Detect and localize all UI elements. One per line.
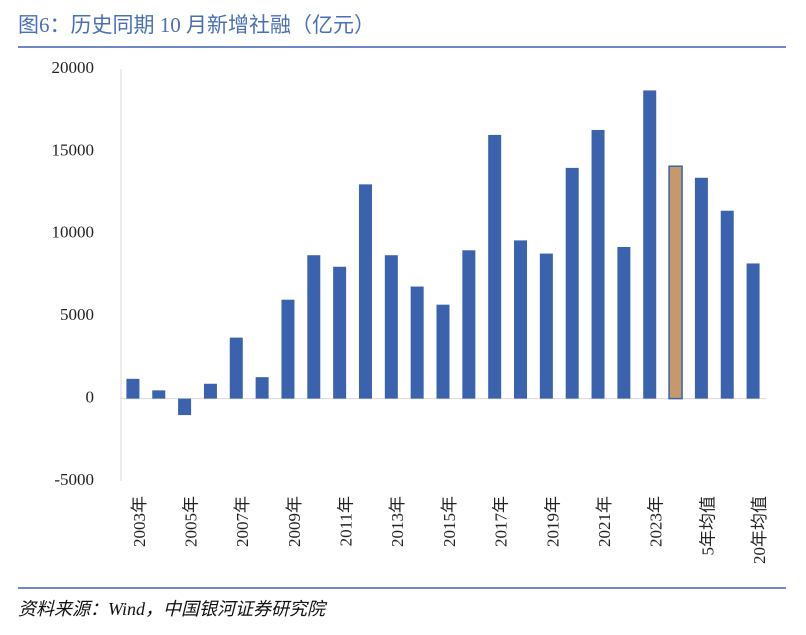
bar — [565, 167, 579, 399]
x-tick-label: 2023年 — [647, 496, 666, 547]
x-tick-label: 2013年 — [388, 496, 407, 547]
x-tick-label: 2011年 — [337, 496, 356, 546]
bar — [617, 246, 631, 399]
x-tick-label: 2021年 — [595, 496, 614, 547]
bar — [281, 299, 295, 399]
bar — [152, 390, 166, 399]
y-tick-label: 15000 — [52, 140, 95, 159]
bar — [255, 377, 269, 399]
bar — [358, 184, 372, 399]
x-tick-label: 2019年 — [543, 496, 562, 547]
bar — [694, 177, 708, 399]
bar — [229, 337, 243, 399]
x-tick-label: 2009年 — [285, 496, 304, 547]
x-tick-label: 5年均值 — [698, 496, 717, 556]
x-tick-label: 2007年 — [233, 496, 252, 547]
bar — [539, 253, 553, 399]
y-tick-label: 10000 — [52, 223, 95, 242]
x-tick-label: 2015年 — [440, 496, 459, 547]
chart-title: 图6：历史同期 10 月新增社融（亿元） — [18, 13, 375, 37]
source: 资料来源：Wind，中国银河证券研究院 — [18, 599, 328, 619]
bar — [307, 255, 321, 399]
bar — [203, 383, 217, 399]
x-tick-label: 2005年 — [182, 496, 201, 547]
bar — [643, 90, 657, 399]
x-tick-label: 2017年 — [492, 496, 511, 547]
y-tick-label: 5000 — [60, 305, 94, 324]
bar — [488, 134, 502, 399]
bar — [668, 165, 683, 400]
bar — [462, 250, 476, 399]
bar — [384, 255, 398, 399]
x-tick-label: 20年均值 — [750, 496, 769, 564]
bar — [410, 286, 424, 399]
bar — [514, 240, 528, 399]
bar — [178, 398, 192, 416]
bar — [126, 378, 140, 399]
bar — [333, 266, 347, 399]
bar — [436, 304, 450, 399]
y-tick-label: 0 — [86, 388, 95, 407]
x-tick-label: 2003年 — [130, 496, 149, 547]
bar — [746, 263, 760, 399]
bar — [720, 210, 734, 399]
y-tick-label: -5000 — [54, 470, 94, 489]
bar — [591, 129, 605, 399]
y-tick-label: 20000 — [52, 58, 95, 77]
